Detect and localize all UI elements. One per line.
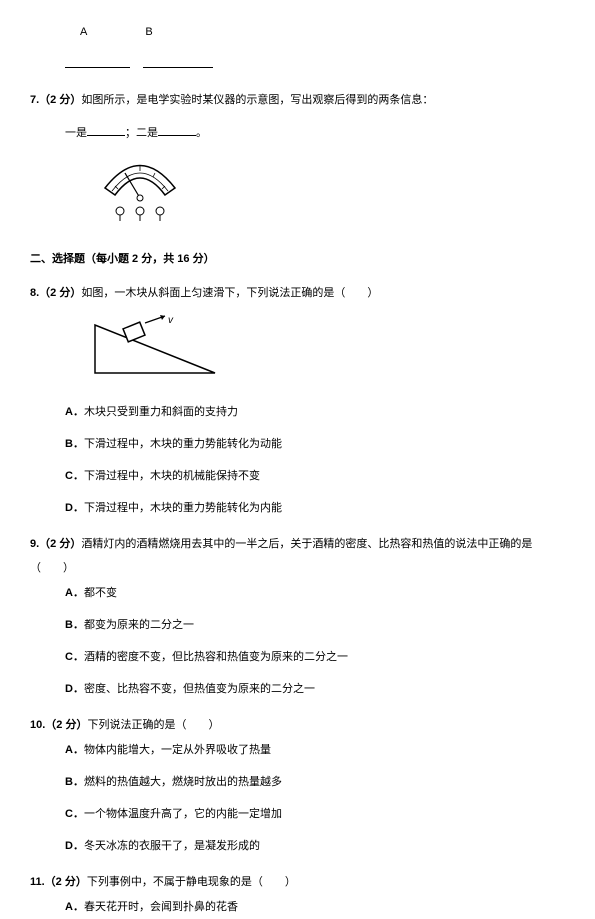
opt-label-b: B． (65, 619, 84, 631)
q8-option-b: B．下滑过程中，木块的重力势能转化为动能 (65, 432, 565, 456)
q10-stem: 10.（2 分）下列说法正确的是（ ） (30, 713, 565, 737)
top-labels: A B (80, 20, 565, 44)
q10-optc-text: 一个物体温度升高了，它的内能一定增加 (84, 808, 282, 820)
velocity-label: v (168, 315, 174, 326)
label-a: A (80, 20, 87, 44)
meter-diagram (90, 153, 565, 232)
opt-label-a: A． (65, 744, 84, 756)
q7-answer-line: 一是 ；二是 。 (65, 121, 565, 145)
q9-prefix: 9.（2 分） (30, 538, 81, 550)
q11-stem: 11.（2 分）下列事例中，不属于静电现象的是（ ） (30, 870, 565, 894)
q10-options: A．物体内能增大，一定从外界吸收了热量 B．燃料的热值越大，燃烧时放出的热量越多… (65, 738, 565, 859)
top-underlines (65, 44, 565, 68)
q9-optd-text: 密度、比热容不变，但热值变为原来的二分之一 (84, 683, 315, 695)
blank-1 (87, 124, 125, 136)
q11-option-a: A．春天花开时，会闻到扑鼻的花香 (65, 895, 565, 919)
q7-stem: 7.（2 分）如图所示，是电学实验时某仪器的示意图，写出观察后得到的两条信息： (30, 88, 565, 112)
q9-text: 酒精灯内的酒精燃烧用去其中的一半之后，关于酒精的密度、比热容和热值的说法中正确的… (30, 538, 532, 574)
q9-options: A．都不变 B．都变为原来的二分之一 C．酒精的密度不变，但比热容和热值变为原来… (65, 581, 565, 702)
incline-diagram: v (90, 313, 565, 387)
q7-a: 一是 (65, 127, 87, 139)
q9-optc-text: 酒精的密度不变，但比热容和热值变为原来的二分之一 (84, 651, 348, 663)
question-8: 8.（2 分）如图，一木块从斜面上匀速滑下，下列说法正确的是（ ） v A．木块… (30, 281, 565, 520)
q7-prefix: 7.（2 分） (30, 94, 81, 106)
underline-a (65, 56, 130, 68)
q8-option-d: D．下滑过程中，木块的重力势能转化为内能 (65, 496, 565, 520)
q8-stem: 8.（2 分）如图，一木块从斜面上匀速滑下，下列说法正确的是（ ） (30, 281, 565, 305)
question-9: 9.（2 分）酒精灯内的酒精燃烧用去其中的一半之后，关于酒精的密度、比热容和热值… (30, 532, 565, 701)
q8-option-c: C．下滑过程中，木块的机械能保持不变 (65, 464, 565, 488)
blank-2 (158, 124, 196, 136)
q7-c: 。 (196, 127, 207, 139)
q9-option-b: B．都变为原来的二分之一 (65, 613, 565, 637)
opt-label-d: D． (65, 502, 84, 514)
q9-option-d: D．密度、比热容不变，但热值变为原来的二分之一 (65, 677, 565, 701)
incline-icon: v (90, 313, 220, 378)
q8-option-a: A．木块只受到重力和斜面的支持力 (65, 400, 565, 424)
q11-text: 下列事例中，不属于静电现象的是（ ） (87, 876, 296, 888)
q11-opta-text: 春天花开时，会闻到扑鼻的花香 (84, 901, 238, 913)
opt-label-d: D． (65, 683, 84, 695)
section-2-title: 二、选择题（每小题 2 分，共 16 分） (30, 247, 565, 271)
q9-option-c: C．酒精的密度不变，但比热容和热值变为原来的二分之一 (65, 645, 565, 669)
q8-optd-text: 下滑过程中，木块的重力势能转化为内能 (84, 502, 282, 514)
q8-opta-text: 木块只受到重力和斜面的支持力 (84, 406, 238, 418)
q10-option-c: C．一个物体温度升高了，它的内能一定增加 (65, 802, 565, 826)
q8-options: A．木块只受到重力和斜面的支持力 B．下滑过程中，木块的重力势能转化为动能 C．… (65, 400, 565, 521)
q9-option-a: A．都不变 (65, 581, 565, 605)
question-10: 10.（2 分）下列说法正确的是（ ） A．物体内能增大，一定从外界吸收了热量 … (30, 713, 565, 858)
q7-text: 如图所示，是电学实验时某仪器的示意图，写出观察后得到的两条信息： (81, 94, 433, 106)
opt-label-c: C． (65, 808, 84, 820)
opt-label-b: B． (65, 438, 84, 450)
q10-option-d: D．冬天冰冻的衣服干了，是凝发形成的 (65, 834, 565, 858)
q7-b: ；二是 (125, 127, 158, 139)
opt-label-a: A． (65, 406, 84, 418)
q10-opta-text: 物体内能增大，一定从外界吸收了热量 (84, 744, 271, 756)
q11-prefix: 11.（2 分） (30, 876, 87, 888)
opt-label-c: C． (65, 651, 84, 663)
q8-prefix: 8.（2 分） (30, 287, 81, 299)
opt-label-b: B． (65, 776, 84, 788)
q11-options: A．春天花开时，会闻到扑鼻的花香 (65, 895, 565, 919)
underline-b (143, 56, 213, 68)
q9-optb-text: 都变为原来的二分之一 (84, 619, 194, 631)
question-11: 11.（2 分）下列事例中，不属于静电现象的是（ ） A．春天花开时，会闻到扑鼻… (30, 870, 565, 918)
meter-icon (90, 153, 190, 223)
opt-label-a: A． (65, 901, 84, 913)
q10-prefix: 10.（2 分） (30, 719, 87, 731)
opt-label-a: A． (65, 587, 84, 599)
q10-text: 下列说法正确的是（ ） (87, 719, 219, 731)
q10-optb-text: 燃料的热值越大，燃烧时放出的热量越多 (84, 776, 282, 788)
question-7: 7.（2 分）如图所示，是电学实验时某仪器的示意图，写出观察后得到的两条信息： … (30, 88, 565, 232)
q9-opta-text: 都不变 (84, 587, 117, 599)
opt-label-c: C． (65, 470, 84, 482)
label-b: B (145, 20, 152, 44)
q8-text: 如图，一木块从斜面上匀速滑下，下列说法正确的是（ ） (81, 287, 378, 299)
q10-option-a: A．物体内能增大，一定从外界吸收了热量 (65, 738, 565, 762)
q10-option-b: B．燃料的热值越大，燃烧时放出的热量越多 (65, 770, 565, 794)
q8-optc-text: 下滑过程中，木块的机械能保持不变 (84, 470, 260, 482)
q8-optb-text: 下滑过程中，木块的重力势能转化为动能 (84, 438, 282, 450)
q9-stem: 9.（2 分）酒精灯内的酒精燃烧用去其中的一半之后，关于酒精的密度、比热容和热值… (30, 532, 565, 580)
